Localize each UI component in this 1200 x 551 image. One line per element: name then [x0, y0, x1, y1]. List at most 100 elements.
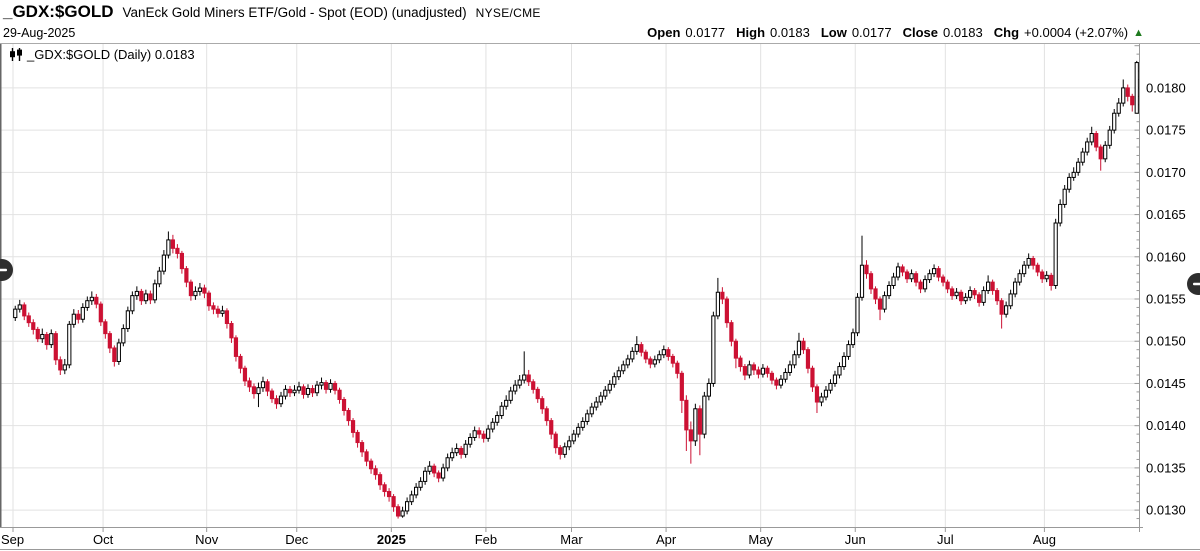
x-axis-label: Mar: [560, 532, 583, 547]
x-axis-label: 2025: [377, 532, 406, 547]
candle-body: [229, 323, 234, 339]
x-axis-label: Jul: [937, 532, 954, 547]
candle-down: [179, 250, 185, 274]
candle-down: [238, 353, 243, 374]
candle-up: [846, 340, 851, 360]
candle-up: [986, 275, 991, 294]
candle-body: [909, 273, 914, 280]
candle-body: [40, 333, 45, 340]
candle-up: [954, 288, 959, 300]
candle-body: [247, 380, 252, 388]
candle-body: [639, 344, 644, 353]
candle-up: [657, 350, 662, 364]
candle-body: [193, 290, 198, 297]
candle-down: [995, 288, 1000, 305]
candle-up: [968, 286, 973, 301]
candle-body: [1004, 305, 1009, 315]
candle-body: [1067, 176, 1072, 190]
candle-body: [287, 388, 293, 394]
candle-down: [1130, 93, 1135, 112]
candle-body: [598, 395, 603, 403]
candle-body: [89, 296, 94, 302]
candle-body: [895, 266, 901, 278]
candle-body: [445, 457, 450, 469]
candle-body: [337, 389, 342, 400]
candle-down: [35, 326, 40, 343]
candle-down: [913, 271, 919, 287]
candle-up: [909, 269, 914, 283]
candle-body: [278, 395, 284, 405]
chg-value: +0.0004 (+2.07%): [1024, 25, 1129, 40]
candle-body: [706, 382, 711, 397]
candle-down: [675, 360, 680, 379]
candle-body: [643, 351, 648, 360]
x-axis-label: Sep: [1, 532, 24, 547]
candle-body: [1134, 62, 1139, 114]
candle-body: [310, 388, 315, 394]
candle-down: [274, 395, 279, 409]
candle-up: [1008, 289, 1013, 310]
candle-up: [490, 418, 495, 433]
y-axis-label: 0.0175: [1146, 123, 1186, 138]
candle-body: [283, 388, 288, 397]
candle-down: [648, 356, 653, 369]
candle-up: [1017, 269, 1022, 286]
candle-body: [170, 239, 175, 249]
candle-body: [301, 386, 306, 395]
candle-up: [1004, 301, 1009, 318]
candle-down: [22, 302, 27, 321]
candle-down: [436, 470, 441, 483]
candle-body: [702, 395, 707, 435]
candle-up: [1071, 167, 1076, 181]
candle-up: [562, 442, 567, 458]
candle-body: [481, 433, 486, 439]
candle-up: [787, 360, 793, 376]
candle-body: [769, 372, 775, 381]
candle-body: [121, 328, 126, 344]
candle-up: [71, 309, 76, 328]
candle-body: [472, 430, 477, 438]
candle-body: [1022, 264, 1027, 275]
candle-down: [801, 337, 806, 354]
candle-up: [314, 380, 320, 397]
candle-body: [26, 315, 31, 324]
candle-body: [454, 447, 459, 454]
candle-body: [729, 322, 734, 342]
candle-body: [373, 468, 378, 476]
candle-body: [31, 322, 36, 330]
close-value: 0.0183: [942, 25, 983, 40]
candle-body: [877, 298, 883, 310]
candle-body: [395, 506, 401, 517]
candle-down: [868, 271, 874, 294]
candle-down: [337, 387, 342, 404]
candle-down: [459, 445, 464, 459]
y-axis-label: 0.0180: [1146, 80, 1186, 95]
candle-body: [742, 366, 747, 376]
candle-down: [972, 288, 977, 300]
candle-down: [31, 319, 36, 335]
candle-up: [152, 279, 157, 304]
candle-up: [1058, 199, 1063, 227]
candle-body: [1049, 274, 1054, 286]
candle-body: [697, 408, 702, 435]
candle-body: [296, 386, 302, 391]
x-axis-label: Nov: [195, 532, 219, 547]
candle-body: [355, 431, 360, 444]
candle-body: [648, 358, 653, 365]
candle-body: [1121, 87, 1126, 104]
candle-body: [868, 273, 874, 290]
candle-body: [22, 304, 27, 317]
candle-up: [715, 277, 720, 320]
candle-down: [814, 384, 820, 414]
candle-body: [927, 273, 932, 281]
candle-down: [873, 286, 878, 305]
candle-body: [386, 491, 392, 498]
candle-down: [945, 279, 950, 294]
candle-down: [184, 266, 189, 288]
candle-up: [850, 328, 856, 348]
candle-body: [157, 270, 162, 285]
candle-body: [80, 306, 85, 320]
candle-up: [418, 477, 423, 491]
candle-down: [395, 504, 401, 519]
